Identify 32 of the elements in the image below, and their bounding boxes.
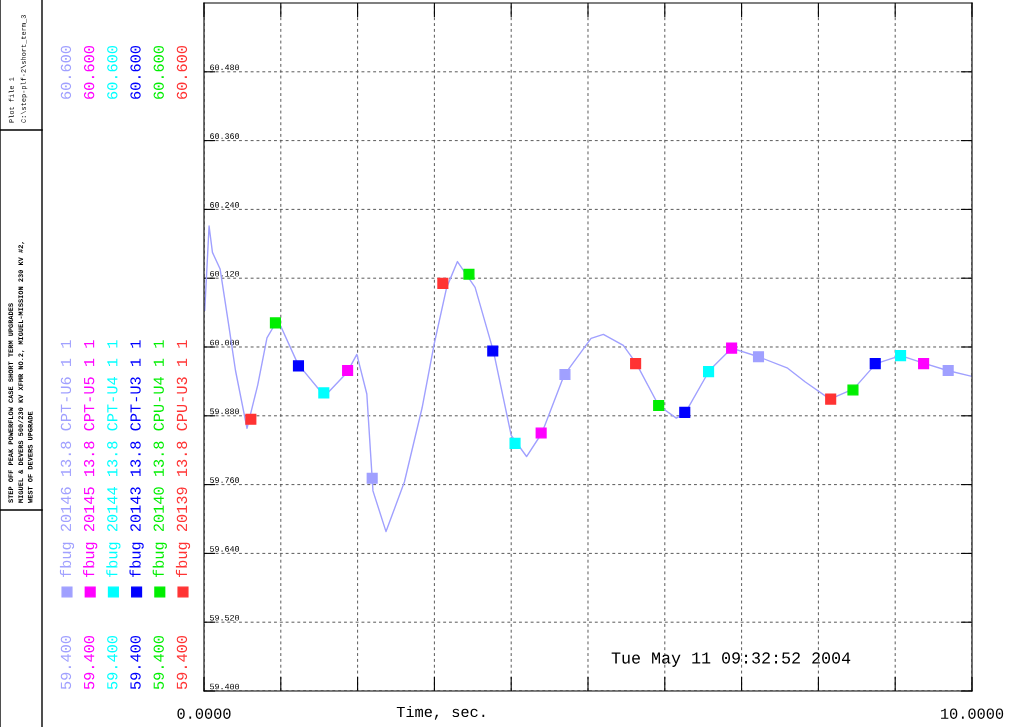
text: 60.600 bbox=[83, 45, 95, 99]
y-tick-label: 59.880 bbox=[210, 408, 240, 415]
text: 59.400 bbox=[107, 635, 118, 690]
y-tick-label: 60.240 bbox=[210, 202, 240, 208]
text: fbug 20145 13.8 CPT-U5 1 1 bbox=[83, 340, 98, 577]
x-tick-label: 0.0000 bbox=[177, 708, 231, 719]
text: 60.600 bbox=[176, 45, 188, 99]
text: 59.400 bbox=[130, 635, 141, 690]
text: fbug 20144 13.8 CPT-U4 1 1 bbox=[106, 340, 121, 577]
text: 60.600 bbox=[153, 45, 164, 99]
x-tick-label: 10.0000 bbox=[941, 708, 1004, 719]
text: fbug 20143 13.8 CPT-U3 1 1 bbox=[129, 340, 144, 577]
y-tick-label: 59.400 bbox=[210, 683, 240, 690]
annotation: Tue May 11 09:32:52 2004 bbox=[611, 652, 851, 667]
text: fbug 20146 13.8 CPT-U6 1 1 bbox=[59, 340, 75, 577]
text: 59.400 bbox=[60, 635, 72, 690]
y-tick-label: 60.480 bbox=[210, 64, 240, 71]
text: 59.400 bbox=[153, 635, 164, 690]
text: fbug 20139 13.8 CPU-U3 1 1 bbox=[175, 340, 191, 577]
text: 60.600 bbox=[60, 45, 72, 99]
text: 60.600 bbox=[130, 45, 141, 99]
text: 60.600 bbox=[107, 45, 118, 99]
text: 59.400 bbox=[83, 635, 95, 690]
y-tick-label: 60.120 bbox=[210, 270, 240, 277]
y-tick-label: 59.520 bbox=[210, 614, 240, 621]
text: fbug 20140 13.8 CPU-U4 1 1 bbox=[152, 340, 167, 577]
y-tick-label: 59.760 bbox=[210, 477, 240, 483]
text: 59.400 bbox=[176, 635, 188, 690]
y-tick-label: 59.640 bbox=[210, 546, 240, 552]
y-tick-label: 60.000 bbox=[210, 339, 240, 346]
x-axis-title: Time, sec. bbox=[396, 705, 485, 720]
y-tick-label: 60.360 bbox=[210, 133, 240, 139]
